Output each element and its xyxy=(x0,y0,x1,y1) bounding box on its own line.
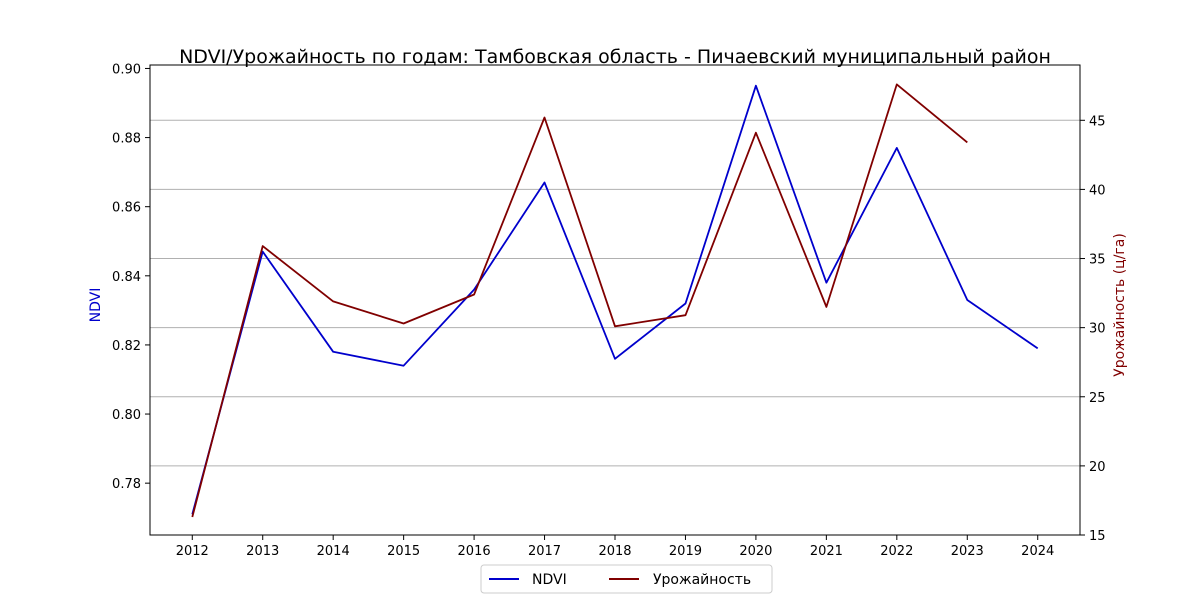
x-tick-label-2021: 2021 xyxy=(810,544,843,559)
legend: NDVI Урожайность xyxy=(480,564,773,594)
y-left-axis: 0.78 0.80 0.82 0.84 0.86 0.88 0.90 xyxy=(112,62,150,492)
x-tick-label-2012: 2012 xyxy=(176,544,209,559)
plot-frame xyxy=(149,64,1081,536)
y-right-axis-title: Урожайность (ц/га) xyxy=(1112,233,1128,377)
chart-title: NDVI/Урожайность по годам: Тамбовская об… xyxy=(179,46,1051,68)
x-tick-label-2024: 2024 xyxy=(1021,544,1054,559)
x-tick-label-2019: 2019 xyxy=(669,544,702,559)
x-tick-label-2022: 2022 xyxy=(880,544,913,559)
x-tick-label-2015: 2015 xyxy=(387,544,420,559)
legend-label-yield: Урожайность xyxy=(653,572,751,588)
x-tick-label-2017: 2017 xyxy=(528,544,561,559)
y-left-tick-label-2: 0.82 xyxy=(112,339,141,354)
y-left-tick-label-3: 0.84 xyxy=(112,270,141,285)
x-tick-label-2013: 2013 xyxy=(246,544,279,559)
y-right-tick-label-6: 45 xyxy=(1089,114,1106,129)
y-left-tick-label-1: 0.80 xyxy=(112,408,141,423)
x-tick-label-2020: 2020 xyxy=(739,544,772,559)
x-tick-label-2014: 2014 xyxy=(317,544,350,559)
series-lines xyxy=(191,83,1039,518)
grid xyxy=(150,119,1080,536)
series-line-ndvi xyxy=(191,84,1039,515)
x-axis: 2012 2013 2014 2015 2016 2017 2018 2019 2020 2021… xyxy=(176,535,1054,559)
x-tick-label-2018: 2018 xyxy=(598,544,631,559)
y-right-tick-label-0: 15 xyxy=(1089,529,1106,544)
series-line-yield xyxy=(191,83,968,518)
y-right-axis: 15 20 25 30 35 40 45 xyxy=(1080,114,1106,544)
x-tick-label-2016: 2016 xyxy=(458,544,491,559)
y-left-tick-label-6: 0.90 xyxy=(112,62,141,77)
legend-label-ndvi: NDVI xyxy=(532,572,567,588)
y-left-axis-title: NDVI xyxy=(88,288,104,323)
y-right-tick-label-5: 40 xyxy=(1089,183,1106,198)
y-right-tick-label-4: 35 xyxy=(1089,253,1106,268)
y-left-tick-label-5: 0.88 xyxy=(112,132,141,147)
y-left-tick-label-0: 0.78 xyxy=(112,477,141,492)
x-tick-label-2023: 2023 xyxy=(951,544,984,559)
y-left-tick-label-4: 0.86 xyxy=(112,201,141,216)
y-right-tick-label-1: 20 xyxy=(1089,460,1106,475)
y-right-tick-label-2: 25 xyxy=(1089,391,1106,406)
y-right-tick-label-3: 30 xyxy=(1089,322,1106,337)
